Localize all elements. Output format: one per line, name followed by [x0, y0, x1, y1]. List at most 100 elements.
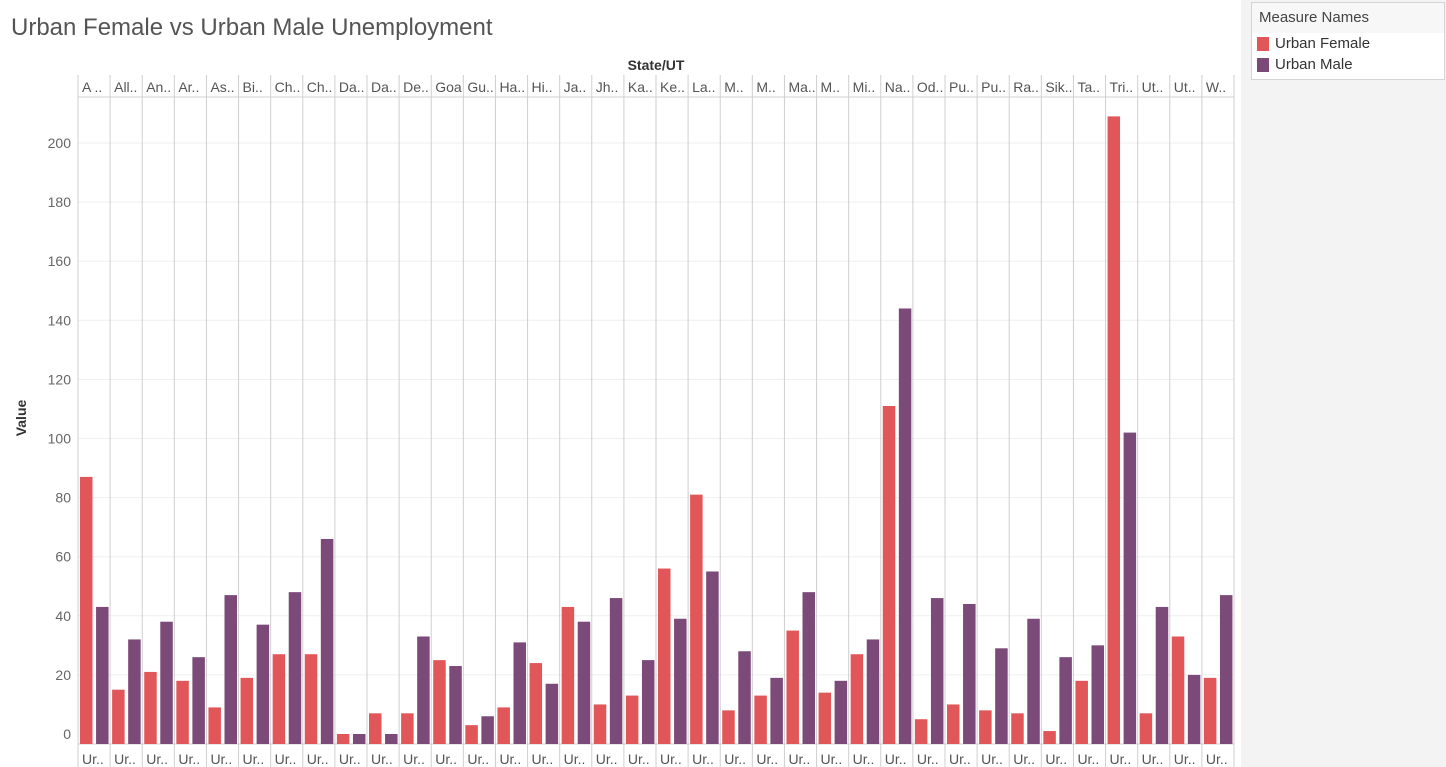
- measure-footer-label: Ur..: [756, 751, 778, 767]
- bar-urban-female: [690, 494, 703, 744]
- measure-footer-label: Ur..: [339, 751, 361, 767]
- measure-footer-label: Ur..: [371, 751, 393, 767]
- measure-footer-label: Ur..: [435, 751, 457, 767]
- bar-urban-female: [1171, 636, 1185, 744]
- bar-urban-male: [898, 308, 912, 744]
- state-header-label: M..: [724, 79, 743, 95]
- bar-urban-female: [1107, 116, 1121, 744]
- bar-urban-female: [561, 606, 575, 744]
- measure-footer-label: Ur..: [724, 751, 746, 767]
- bar-urban-female: [240, 677, 254, 744]
- bar-urban-male: [160, 621, 173, 744]
- state-header-label: Ut..: [1174, 79, 1196, 95]
- measure-footer-label: Ur..: [532, 751, 554, 767]
- measure-footer-label: Ur..: [1013, 751, 1035, 767]
- measure-footer-label: Ur..: [1110, 751, 1132, 767]
- bar-urban-female: [1043, 731, 1056, 744]
- bar-urban-female: [176, 680, 189, 744]
- bar-urban-male: [224, 595, 237, 744]
- bar-urban-female: [1075, 680, 1088, 744]
- bar-urban-male: [513, 642, 526, 744]
- state-header-label: Ta..: [1077, 79, 1100, 95]
- y-tick-label: 180: [48, 194, 72, 210]
- y-tick-label: 120: [48, 371, 72, 387]
- state-header-label: Ut..: [1142, 79, 1164, 95]
- bar-urban-male: [288, 592, 302, 744]
- bar-urban-female: [272, 654, 286, 744]
- bar-urban-female: [1011, 713, 1024, 744]
- measure-footer-label: Ur..: [403, 751, 425, 767]
- bar-urban-female: [850, 654, 864, 744]
- state-header-label: All..: [114, 79, 137, 95]
- bar-urban-male: [577, 621, 591, 744]
- measure-footer-label: Ur..: [210, 751, 232, 767]
- measure-footer-label: Ur..: [82, 751, 104, 767]
- measure-footer-label: Ur..: [917, 751, 939, 767]
- bar-urban-male: [320, 538, 334, 744]
- bar-urban-female: [144, 671, 157, 744]
- state-header-label: Ja..: [564, 79, 587, 95]
- state-header-label: A ..: [82, 79, 102, 95]
- bar-urban-female: [658, 568, 671, 744]
- state-header-label: Da..: [371, 79, 397, 95]
- measure-footer-label: Ur..: [660, 751, 682, 767]
- bar-urban-male: [1059, 657, 1072, 744]
- chart-area: 0 20 40 60 80 100 120 140 160 180 200 A .. Ur.. All..…: [48, 75, 1235, 767]
- bar-urban-female: [529, 663, 543, 744]
- legend-swatch-urban-male: [1257, 57, 1269, 72]
- bar-urban-male: [545, 683, 559, 744]
- state-header-label: Bi..: [243, 79, 263, 95]
- bar-urban-male: [417, 636, 430, 744]
- measure-footer-label: Ur..: [885, 751, 907, 767]
- y-tick-label: 200: [48, 135, 72, 151]
- measure-footer-label: Ur..: [1142, 751, 1164, 767]
- bar-urban-male: [128, 639, 141, 744]
- measure-footer-label: Ur..: [981, 751, 1003, 767]
- bar-urban-female: [818, 692, 832, 744]
- measure-footer-label: Ur..: [307, 751, 329, 767]
- bar-urban-female: [947, 704, 960, 744]
- state-header-label: Ha..: [499, 79, 525, 95]
- measure-footer-label: Ur..: [596, 751, 618, 767]
- legend[interactable]: Measure Names Urban Female Urban Male: [1251, 2, 1445, 80]
- bar-urban-male: [385, 734, 398, 744]
- bar-urban-female: [208, 707, 221, 744]
- bar-urban-male: [1123, 432, 1137, 744]
- bar-urban-female: [914, 719, 928, 744]
- state-header-label: Goa: [435, 79, 462, 95]
- chart-title: Urban Female vs Urban Male Unemployment: [11, 14, 493, 41]
- measure-footer-label: Ur..: [114, 751, 136, 767]
- measure-footer-label: Ur..: [1077, 751, 1099, 767]
- measure-footer-label: Ur..: [853, 751, 875, 767]
- bar-urban-female: [433, 660, 446, 744]
- bar-urban-female: [754, 695, 767, 744]
- bar-urban-female: [497, 707, 510, 744]
- legend-item-urban-female[interactable]: Urban Female: [1252, 33, 1444, 54]
- legend-label-urban-male: Urban Male: [1275, 56, 1353, 73]
- state-header-label: Tri..: [1110, 79, 1134, 95]
- bar-urban-male: [1091, 645, 1104, 744]
- state-header-label: M..: [821, 79, 840, 95]
- bar-urban-female: [1203, 677, 1217, 744]
- state-header-label: Ra..: [1013, 79, 1039, 95]
- bar-urban-female: [304, 654, 318, 744]
- state-header-label: Sik..: [1045, 79, 1072, 95]
- bar-urban-female: [465, 725, 478, 744]
- state-header-label: Hi..: [532, 79, 553, 95]
- state-header-label: W..: [1206, 79, 1226, 95]
- bar-urban-male: [96, 606, 109, 744]
- y-tick-label: 140: [48, 312, 72, 328]
- bar-urban-male: [866, 639, 880, 744]
- state-header-label: Ch..: [275, 79, 301, 95]
- bar-urban-female: [786, 630, 799, 744]
- bar-urban-male: [352, 734, 366, 744]
- state-header-label: Mi..: [853, 79, 876, 95]
- bar-urban-female: [369, 713, 382, 744]
- y-tick-label: 60: [55, 549, 71, 565]
- bar-urban-male: [674, 618, 687, 744]
- legend-item-urban-male[interactable]: Urban Male: [1252, 54, 1444, 75]
- state-header-label: M..: [756, 79, 775, 95]
- bar-urban-female: [336, 734, 350, 744]
- measure-footer-label: Ur..: [949, 751, 971, 767]
- bar-urban-male: [995, 648, 1008, 744]
